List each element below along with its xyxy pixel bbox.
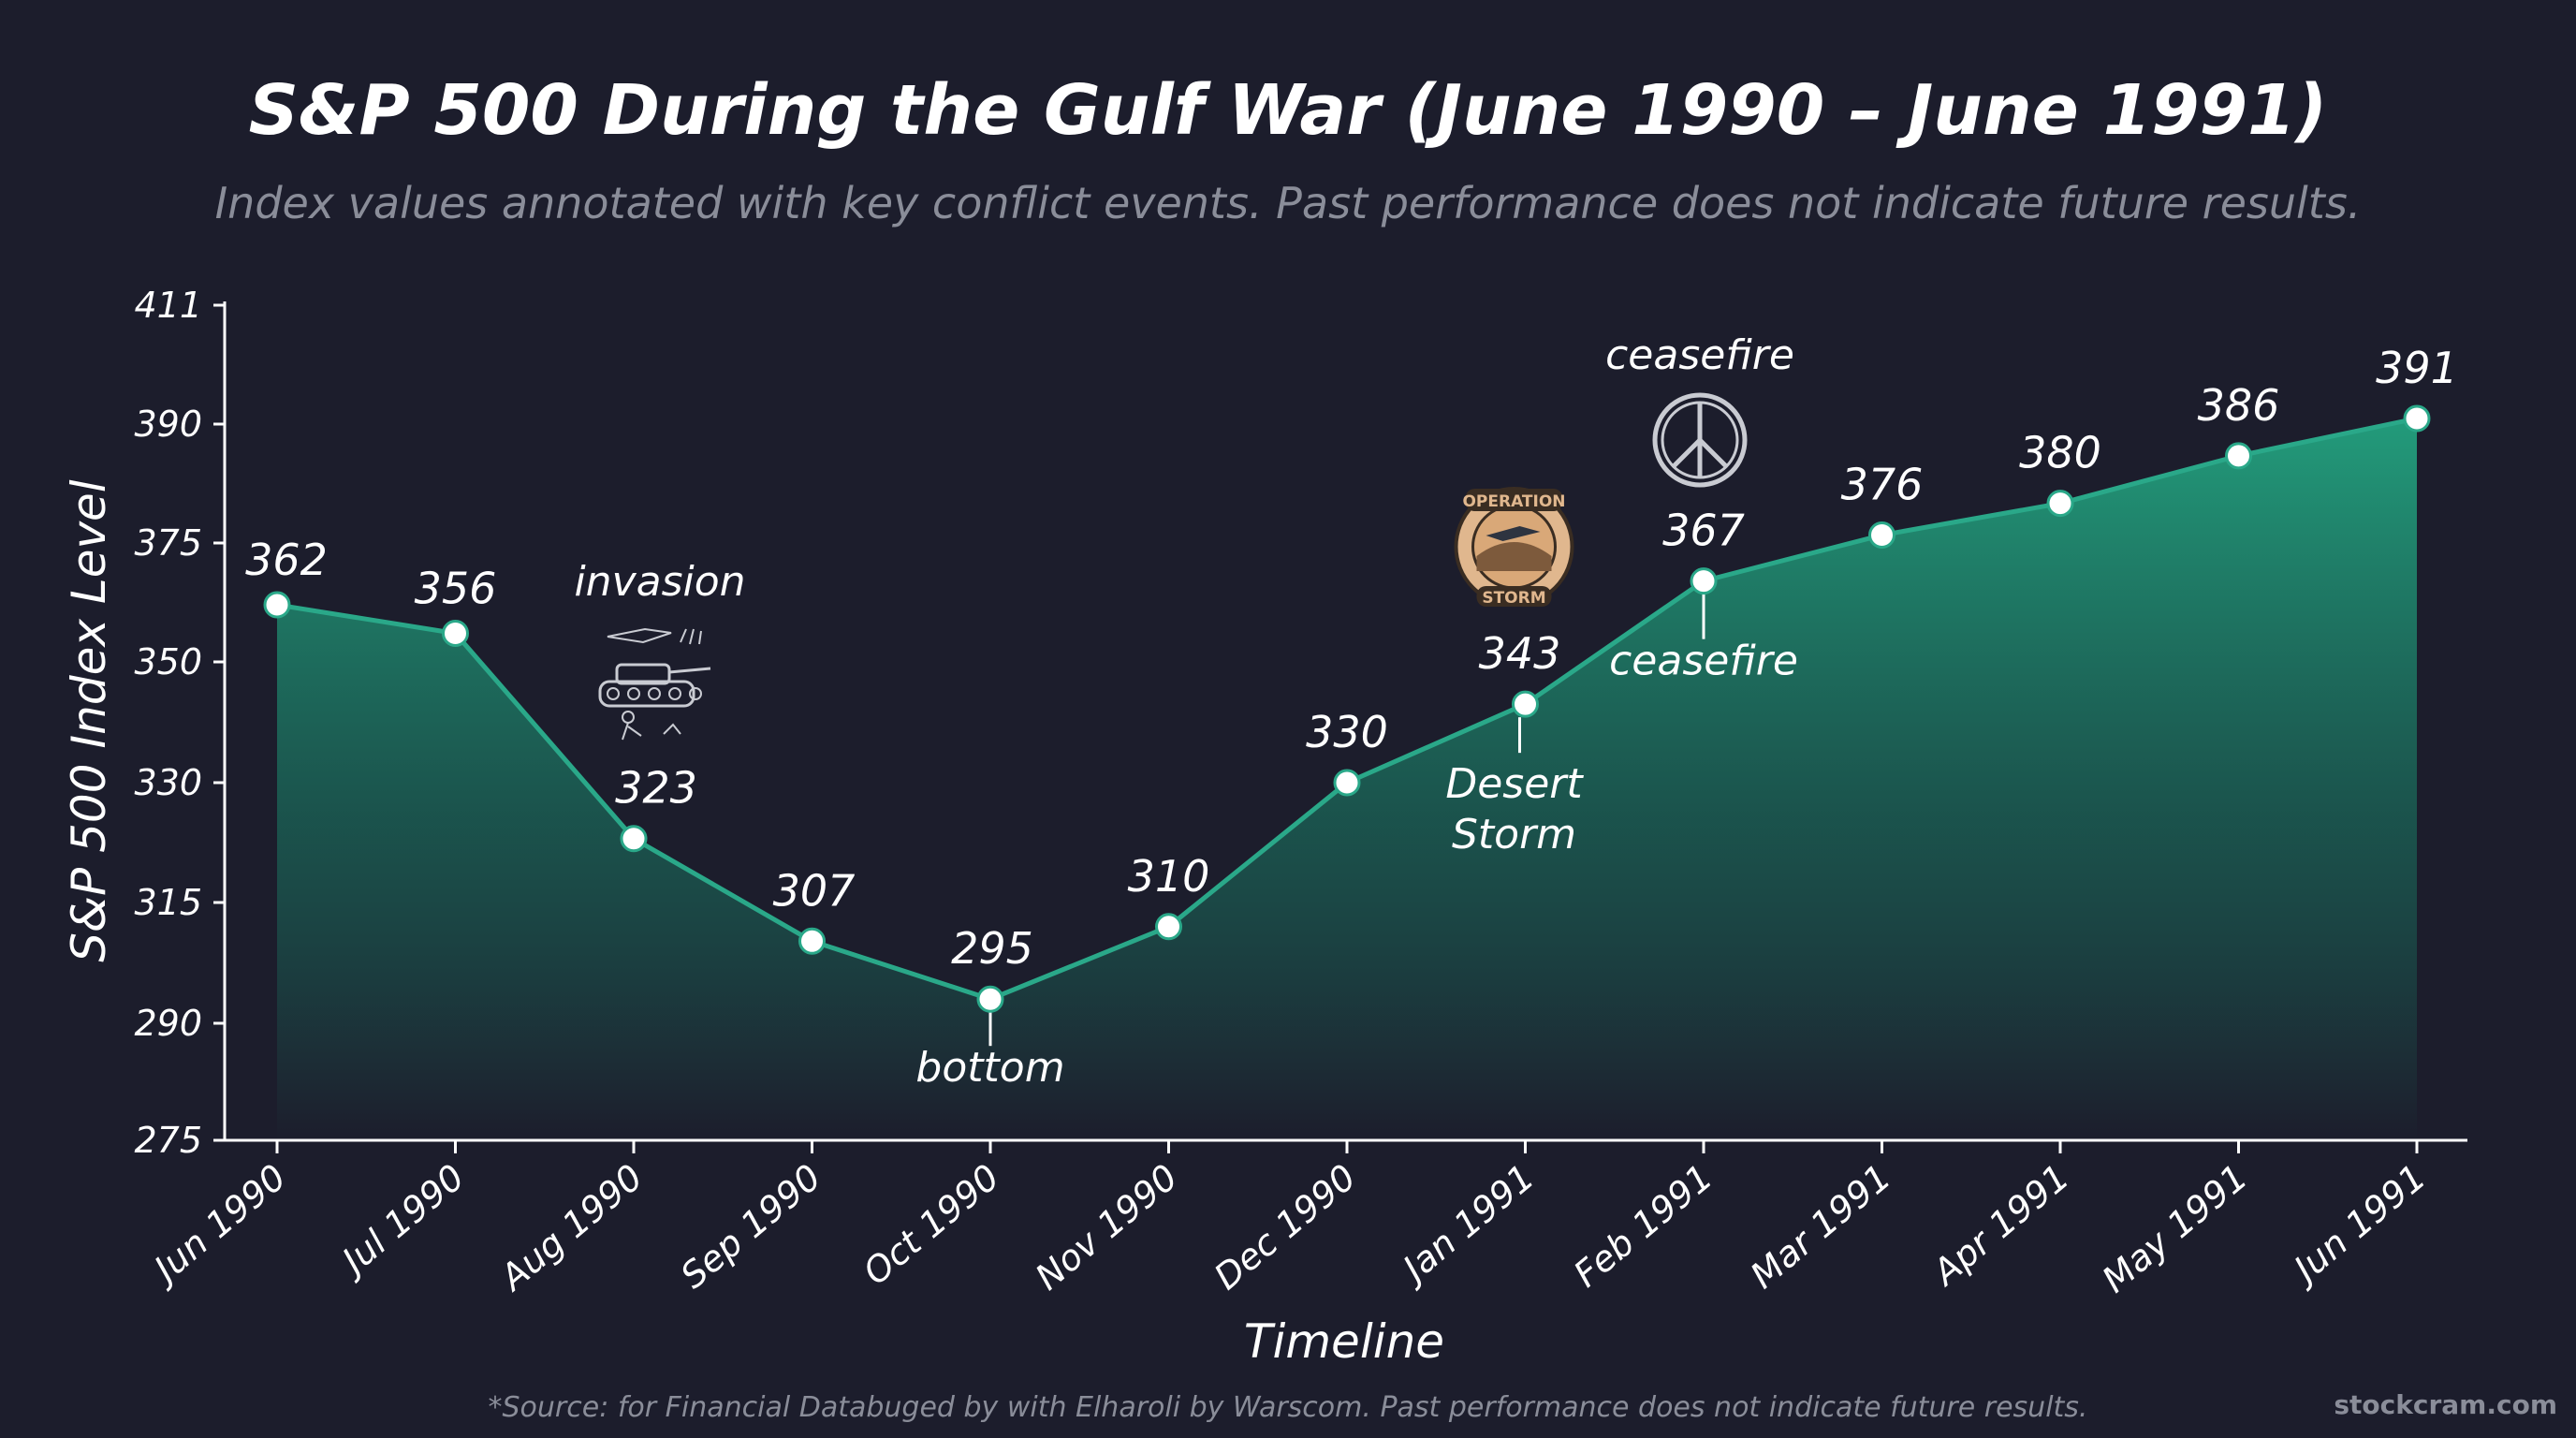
x-tick-label: Nov 1990 [1028, 1156, 1185, 1298]
y-tick-label: 390 [134, 404, 202, 445]
x-tick-label: Aug 1990 [490, 1156, 651, 1299]
x-tick-label: Sep 1990 [673, 1156, 828, 1297]
data-label: 362 [245, 535, 328, 585]
point-layer: 362 356 323 307 295 310 330 343 367 376 380 386 391 [245, 343, 2458, 1013]
data-label: 356 [415, 564, 497, 614]
x-tick-label: Jun 1990 [141, 1156, 293, 1293]
x-tick-label: Jan 1991 [1390, 1156, 1542, 1293]
annotation-bottom: bottom [915, 1044, 1064, 1092]
area-fill [277, 418, 2417, 1140]
data-label: 376 [1841, 460, 1924, 510]
peace-sign-icon [1652, 392, 1748, 488]
data-point [1690, 567, 1718, 595]
y-tick-label: 330 [134, 762, 202, 803]
data-label: 310 [1128, 851, 1210, 902]
data-point [263, 591, 291, 619]
annotation-invasion: invasion [574, 558, 745, 606]
footnote: *Source: for Financial Databuged by with… [489, 1391, 2088, 1424]
y-tick-label: 275 [134, 1120, 202, 1161]
svg-text:OPERATION: OPERATION [1462, 492, 1565, 511]
x-tick-label: May 1991 [2094, 1156, 2255, 1300]
x-tick-label: Dec 1990 [1207, 1156, 1364, 1298]
data-label: 330 [1306, 707, 1388, 757]
data-label: 386 [2198, 380, 2280, 431]
data-point [2046, 490, 2074, 518]
chart-title: S&P 500 During the Gulf War (June 1990 –… [249, 70, 2328, 151]
annotation-ceasefire-top: ceasefire [1605, 331, 1794, 379]
data-point [2225, 442, 2252, 470]
data-point [1868, 521, 1895, 550]
data-point [442, 620, 469, 648]
annotation-ceasefire: ceasefire [1609, 638, 1798, 685]
y-axis-title: S&P 500 Index Level [62, 479, 116, 961]
x-tick-label: Jul 1990 [329, 1156, 472, 1285]
y-tick-label: 411 [134, 285, 202, 326]
x-tick-label: Oct 1990 [856, 1156, 1007, 1293]
y-tick-label: 375 [134, 522, 202, 564]
x-tick-label: Mar 1991 [1743, 1156, 1899, 1297]
x-axis-title: Timeline [1244, 1314, 1444, 1369]
tank-soldier-icon [598, 627, 711, 741]
data-point [2403, 404, 2431, 433]
svg-text:STORM: STORM [1482, 589, 1545, 608]
data-label: 391 [2376, 343, 2458, 393]
chart-subtitle: Index values annotated with key conflict… [215, 178, 2362, 228]
y-tick-label: 350 [134, 641, 202, 682]
data-label: 380 [2019, 428, 2101, 478]
operation-storm-badge-icon: OPERATION STORM [1454, 487, 1574, 608]
data-point [1155, 913, 1182, 941]
y-tick-label: 315 [134, 882, 202, 923]
data-label: 295 [951, 923, 1033, 974]
annotation-desert-storm: Desert Storm [1445, 760, 1584, 858]
annotation-layer: invasion bottom Desert Storm OPERATION STORM c… [574, 331, 1797, 1092]
data-label: 343 [1479, 628, 1561, 679]
x-tick-label: Jun 1991 [2281, 1156, 2433, 1293]
data-point [976, 985, 1004, 1013]
watermark: stockcram.com [2334, 1389, 2557, 1420]
data-point [620, 825, 648, 853]
data-label: 367 [1662, 506, 1745, 556]
data-point [1333, 769, 1361, 797]
x-tick-label: Feb 1991 [1566, 1156, 1720, 1295]
x-tick-label: Apr 1991 [1924, 1156, 2077, 1295]
y-tick-label: 290 [134, 1003, 202, 1044]
data-label: 307 [773, 865, 856, 916]
data-label: 323 [615, 763, 697, 814]
data-point [1512, 690, 1539, 718]
data-point [798, 927, 826, 955]
